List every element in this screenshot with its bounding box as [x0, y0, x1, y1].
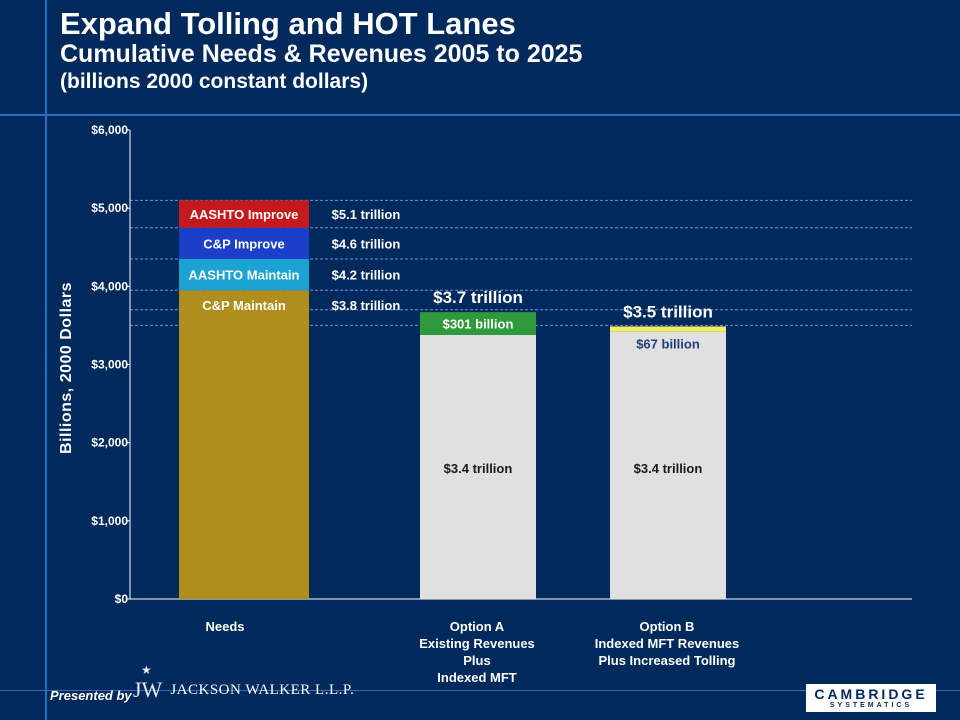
y-tick-label: $2,000	[91, 436, 128, 450]
jw-initials: JW	[133, 677, 163, 702]
x-category-label: Indexed MFT	[437, 670, 517, 685]
y-axis-label: Billions, 2000 Dollars	[58, 282, 75, 454]
x-category-label: Needs	[205, 619, 244, 634]
bar-segment	[420, 312, 536, 335]
jw-monogram-icon: ★ JW	[133, 663, 163, 703]
frame-line-bottom	[0, 690, 960, 691]
page-subtitle: Cumulative Needs & Revenues 2005 to 2025	[60, 40, 583, 68]
y-tick-label: $6,000	[91, 123, 128, 137]
y-tick-label: $3,000	[91, 358, 128, 372]
frame-line-horizontal	[0, 114, 960, 116]
cumulative-label: $4.2 trillion	[332, 268, 401, 283]
bar-segment	[610, 331, 726, 599]
logo-line-1: CAMBRIDGE	[814, 686, 928, 702]
segment-label: $67 billion	[636, 337, 700, 352]
frame-line-vertical	[45, 0, 47, 720]
segment-label: $301 billion	[443, 316, 514, 331]
bar-segment	[179, 200, 309, 228]
cumulative-label: $4.6 trillion	[332, 236, 401, 251]
x-category-label: Existing Revenues	[419, 636, 535, 651]
bar-segment	[610, 326, 726, 332]
bar-segment	[420, 334, 536, 599]
presented-by-label: Presented by	[50, 688, 132, 703]
x-category-label: Option B	[640, 619, 695, 634]
jackson-walker-logo: ★ JW JACKSON WALKER L.L.P.	[133, 663, 355, 710]
bar-segment	[179, 258, 309, 291]
cambridge-systematics-logo: CAMBRIDGE SYSTEMATICS	[806, 684, 936, 712]
cumulative-label: $5.1 trillion	[332, 207, 401, 222]
y-tick-label: $1,000	[91, 514, 128, 528]
segment-label: AASHTO Improve	[190, 207, 299, 222]
logo-line-2: SYSTEMATICS	[829, 702, 913, 709]
page-units: (billions 2000 constant dollars)	[60, 70, 369, 93]
y-tick-label: $5,000	[91, 201, 128, 215]
segment-label: AASHTO Maintain	[189, 268, 300, 283]
segment-label: C&P Maintain	[202, 298, 286, 313]
bar-total-label: $3.5 trillion	[623, 302, 713, 321]
title-block: Expand Tolling and HOT Lanes Cumulative …	[60, 8, 582, 92]
x-category-label: Plus Increased Tolling	[598, 653, 735, 668]
star-icon: ★	[141, 663, 152, 677]
y-tick-label: $0	[115, 592, 129, 606]
y-tick-label: $4,000	[91, 279, 128, 293]
firm-name: JACKSON WALKER L.L.P.	[170, 681, 355, 698]
segment-label: $3.4 trillion	[634, 461, 703, 476]
segment-label: $3.4 trillion	[444, 461, 513, 476]
segment-label: C&P Improve	[203, 236, 284, 251]
x-category-label: Indexed MFT Revenues	[595, 636, 739, 651]
x-category-label: Plus	[463, 653, 490, 668]
bar-segment	[179, 227, 309, 259]
bar-total-label: $3.7 trillion	[433, 288, 523, 307]
x-category-label: Option A	[450, 619, 505, 634]
bar-segment	[179, 290, 309, 599]
cumulative-label: $3.8 trillion	[332, 298, 401, 313]
page-title: Expand Tolling and HOT Lanes	[60, 6, 516, 41]
